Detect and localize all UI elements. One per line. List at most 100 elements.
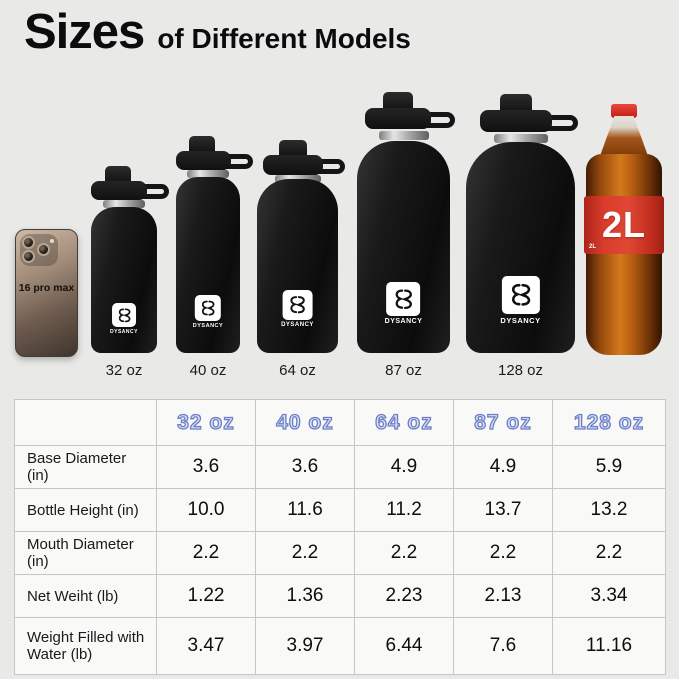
bottle-body: DYSANCY	[357, 141, 450, 353]
bottle-body: DYSANCY	[91, 207, 157, 353]
bottle-neck-ring	[187, 170, 229, 178]
bottle-cap-lid	[263, 155, 323, 175]
table-cell: 13.7	[453, 488, 553, 532]
column-header-32oz: 32 oz	[156, 399, 256, 446]
dysancy-logo-mark	[282, 290, 313, 320]
bottle-cap-spout	[279, 140, 307, 158]
table-cell: 3.6	[255, 445, 355, 489]
title-main: Sizes	[24, 5, 145, 59]
bottle-cap-spout	[500, 94, 532, 114]
bottle-cap-lid	[365, 108, 431, 129]
cola-neck	[600, 116, 648, 156]
bottle-cap-spout	[383, 92, 413, 112]
table-cell: 2.13	[453, 574, 553, 618]
dysancy-logo: DYSANCY	[193, 295, 223, 329]
dysancy-logo: DYSANCY	[500, 276, 540, 325]
dysancy-logo: DYSANCY	[385, 282, 423, 325]
table-cell: 11.16	[552, 617, 666, 675]
bottle-64oz: DYSANCY 64 oz	[257, 140, 345, 379]
table-cell: 11.2	[354, 488, 454, 532]
column-header-87oz: 87 oz	[453, 399, 553, 446]
spec-table: 32 oz 40 oz 64 oz 87 oz 128 oz Base Diam…	[14, 399, 666, 675]
phone-camera-icon	[20, 234, 58, 266]
table-cell: 4.9	[453, 445, 553, 489]
bottle-cap-lid	[91, 181, 147, 200]
cola-label: 2L 2L	[584, 196, 664, 254]
cola-cap	[611, 104, 637, 118]
phone-16-pro-max: 16 pro max	[15, 229, 78, 357]
dysancy-logo-mark	[386, 282, 421, 316]
bottle-size-label: 40 oz	[189, 362, 227, 379]
column-header-64oz: 64 oz	[354, 399, 454, 446]
camera-lens-icon	[22, 236, 35, 249]
table-header-row: 32 oz 40 oz 64 oz 87 oz 128 oz	[14, 399, 666, 446]
cola-body: 2L 2L	[584, 154, 664, 355]
title-sub: of Different Models	[157, 23, 411, 54]
bottle-body: DYSANCY	[176, 177, 240, 353]
column-header-40oz: 40 oz	[255, 399, 355, 446]
table-cell: 2.23	[354, 574, 454, 618]
cola-bottle-2l: 2L 2L	[584, 104, 664, 355]
bottle-neck-ring	[103, 200, 145, 208]
table-cell: 5.9	[552, 445, 666, 489]
table-cell: 10.0	[156, 488, 256, 532]
dysancy-logo: DYSANCY	[281, 290, 314, 328]
brand-name: DYSANCY	[192, 323, 224, 329]
table-cell: 1.22	[156, 574, 256, 618]
bottle-cap-spout	[189, 136, 215, 154]
camera-lens-icon	[37, 243, 50, 256]
table-row-bottle-height: Bottle Height (in) 10.0 11.6 11.2 13.7 1…	[14, 488, 666, 532]
dysancy-logo-mark	[195, 295, 221, 321]
table-cell: 7.6	[453, 617, 553, 675]
bottle-cap-lid	[480, 110, 552, 132]
table-cell: 3.97	[255, 617, 355, 675]
table-cell: 4.9	[354, 445, 454, 489]
phone-label: 16 pro max	[18, 282, 75, 294]
bottle-128oz: DYSANCY 128 oz	[466, 94, 578, 379]
bottle-size-label: 128 oz	[497, 362, 544, 379]
bottle-cap-spout	[105, 166, 131, 184]
bottle-size-label: 87 oz	[385, 362, 422, 379]
bottle-size-label: 32 oz	[105, 362, 143, 379]
table-row-mouth-diameter: Mouth Diameter (in) 2.2 2.2 2.2 2.2 2.2	[14, 531, 666, 575]
dysancy-logo-mark	[111, 303, 136, 327]
table-row-net-weight: Net Weiht (lb) 1.22 1.36 2.23 2.13 3.34	[14, 574, 666, 618]
brand-name: DYSANCY	[281, 322, 314, 328]
table-cell: 2.2	[156, 531, 256, 575]
bottle-body: DYSANCY	[257, 179, 338, 353]
cola-label-text: 2L	[601, 204, 646, 245]
table-cell: 13.2	[552, 488, 666, 532]
camera-flash-icon	[50, 239, 54, 243]
bottle-body: DYSANCY	[466, 142, 575, 353]
dysancy-logo-mark	[501, 276, 540, 314]
dysancy-logo: DYSANCY	[110, 303, 138, 335]
brand-name: DYSANCY	[110, 329, 138, 335]
table-cell: 3.34	[552, 574, 666, 618]
row-label: Net Weiht (lb)	[14, 574, 157, 618]
table-row-filled-weight: Weight Filled with Water (lb) 3.47 3.97 …	[14, 617, 666, 675]
column-header-128oz: 128 oz	[552, 399, 666, 446]
table-cell: 2.2	[552, 531, 666, 575]
row-label: Weight Filled with Water (lb)	[14, 617, 157, 675]
table-row-base-diameter: Base Diameter (in) 3.6 3.6 4.9 4.9 5.9	[14, 445, 666, 489]
brand-name: DYSANCY	[384, 318, 423, 325]
table-cell: 3.47	[156, 617, 256, 675]
table-cell: 3.6	[156, 445, 256, 489]
table-corner-cell	[14, 399, 157, 446]
brand-name: DYSANCY	[500, 316, 541, 325]
bottle-cap-lid	[176, 151, 231, 170]
table-cell: 2.2	[255, 531, 355, 575]
table-cell: 6.44	[354, 617, 454, 675]
page-title: Sizes of Different Models	[24, 4, 411, 60]
bottle-neck-ring	[494, 134, 548, 143]
table-cell: 2.2	[453, 531, 553, 575]
bottle-32oz: DYSANCY 32 oz	[91, 166, 169, 379]
bottle-size-label: 64 oz	[279, 362, 316, 379]
row-label: Base Diameter (in)	[14, 445, 157, 489]
row-label: Mouth Diameter (in)	[14, 531, 157, 575]
bottle-40oz: DYSANCY 40 oz	[176, 136, 253, 379]
bottle-neck-ring	[379, 131, 429, 140]
table-cell: 1.36	[255, 574, 355, 618]
bottle-87oz: DYSANCY 87 oz	[357, 92, 455, 379]
